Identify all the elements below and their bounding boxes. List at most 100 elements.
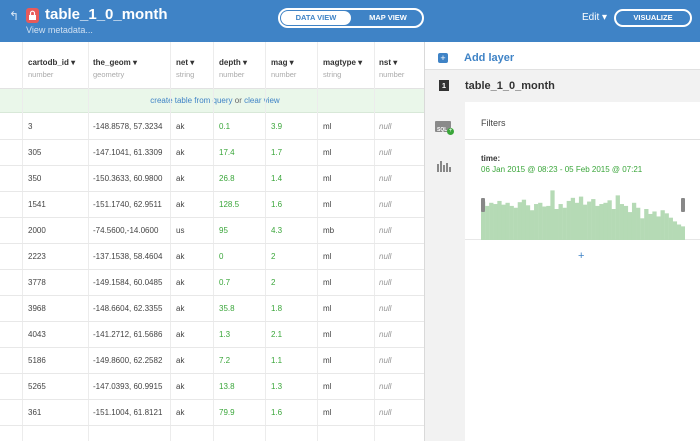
- table-cell-magtype[interactable]: ml: [323, 356, 332, 365]
- data-view-tab[interactable]: DATA VIEW: [281, 11, 351, 25]
- table-cell-net[interactable]: ak: [176, 330, 185, 339]
- table-cell-depth[interactable]: 0: [219, 252, 224, 261]
- create-table-link[interactable]: create table from query: [150, 96, 233, 105]
- table-cell-depth[interactable]: 1.3: [219, 330, 231, 339]
- layer-title[interactable]: table_1_0_month: [465, 80, 555, 92]
- table-cell-cartodb-id[interactable]: 2223: [28, 252, 46, 261]
- column-header-net[interactable]: net ▾: [176, 58, 195, 67]
- table-cell-nst[interactable]: null: [379, 226, 392, 235]
- table-cell-the-geom[interactable]: -151.1740, 62.9511: [93, 200, 162, 209]
- visualize-button[interactable]: VISUALIZE: [614, 9, 692, 27]
- table-row[interactable]: 2000 -74.5600,-14.0600 us 95 4.3 mb null: [0, 218, 430, 244]
- table-cell-nst[interactable]: null: [379, 356, 392, 365]
- table-cell-mag[interactable]: 2: [271, 252, 276, 261]
- table-cell-mag[interactable]: 1.4: [271, 174, 283, 183]
- edit-menu[interactable]: Edit ▾: [582, 12, 607, 23]
- table-cell-net[interactable]: ak: [176, 200, 185, 209]
- table-cell-cartodb-id[interactable]: 305: [28, 148, 42, 157]
- table-row[interactable]: 3968 -148.6604, 62.3355 ak 35.8 1.8 ml null: [0, 296, 430, 322]
- table-cell-mag[interactable]: 3.9: [271, 122, 283, 131]
- column-header-the-geom[interactable]: the_geom ▾: [93, 58, 138, 67]
- lock-icon[interactable]: [26, 8, 39, 23]
- table-cell-net[interactable]: ak: [176, 356, 185, 365]
- table-cell-cartodb-id[interactable]: 2000: [28, 226, 46, 235]
- table-cell-nst[interactable]: null: [379, 278, 392, 287]
- bar-chart-icon[interactable]: [437, 159, 451, 172]
- table-cell-mag[interactable]: 2: [271, 278, 276, 287]
- table-cell-mag[interactable]: 1.3: [271, 382, 283, 391]
- table-cell-nst[interactable]: null: [379, 382, 392, 391]
- table-cell-net[interactable]: ak: [176, 382, 185, 391]
- table-cell-net[interactable]: ak: [176, 304, 185, 313]
- table-cell-magtype[interactable]: mb: [323, 226, 335, 235]
- table-cell-mag[interactable]: 2.1: [271, 330, 283, 339]
- table-cell-mag[interactable]: 1.7: [271, 148, 283, 157]
- range-handle-left[interactable]: [481, 198, 485, 212]
- table-cell-depth[interactable]: 17.4: [219, 148, 235, 157]
- table-row[interactable]: 3778 -149.1584, 60.0485 ak 0.7 2 ml null: [0, 270, 430, 296]
- view-metadata-link[interactable]: View metadata...: [26, 25, 93, 35]
- table-cell-cartodb-id[interactable]: 1541: [28, 200, 46, 209]
- table-cell-nst[interactable]: null: [379, 148, 392, 157]
- table-cell-cartodb-id[interactable]: 361: [28, 408, 42, 417]
- table-cell-depth[interactable]: 128.5: [219, 200, 240, 209]
- add-filter-button[interactable]: +: [578, 250, 585, 262]
- map-view-tab[interactable]: MAP VIEW: [369, 13, 407, 22]
- table-cell-nst[interactable]: null: [379, 122, 392, 131]
- table-cell-nst[interactable]: null: [379, 330, 392, 339]
- sql-icon[interactable]: SQL: [435, 121, 451, 133]
- table-row[interactable]: 350 -150.3633, 60.9800 ak 26.8 1.4 ml null: [0, 166, 430, 192]
- column-header-mag[interactable]: mag ▾: [271, 58, 294, 67]
- table-cell-the-geom[interactable]: -149.1584, 60.0485: [93, 278, 163, 287]
- add-layer-row[interactable]: + Add layer: [425, 42, 700, 70]
- table-cell-magtype[interactable]: ml: [323, 200, 332, 209]
- time-histogram[interactable]: [481, 178, 685, 240]
- column-header-depth[interactable]: depth ▾: [219, 58, 248, 67]
- table-row[interactable]: 3 -148.8578, 57.3234 ak 0.1 3.9 ml null: [0, 114, 430, 140]
- table-cell-net[interactable]: ak: [176, 174, 185, 183]
- table-row[interactable]: 305 -147.1041, 61.3309 ak 17.4 1.7 ml null: [0, 140, 430, 166]
- table-cell-depth[interactable]: 95: [219, 226, 228, 235]
- table-cell-magtype[interactable]: ml: [323, 408, 332, 417]
- table-cell-net[interactable]: ak: [176, 278, 185, 287]
- table-cell-magtype[interactable]: ml: [323, 174, 332, 183]
- clear-view-link[interactable]: clear view: [244, 96, 280, 105]
- table-cell-mag[interactable]: 4.3: [271, 226, 283, 235]
- table-cell-mag[interactable]: 1.1: [271, 356, 283, 365]
- table-cell-nst[interactable]: null: [379, 252, 392, 261]
- table-cell-the-geom[interactable]: -74.5600,-14.0600: [93, 226, 159, 235]
- table-cell-depth[interactable]: 26.8: [219, 174, 235, 183]
- table-cell-cartodb-id[interactable]: 3: [28, 122, 33, 131]
- table-cell-net[interactable]: ak: [176, 122, 185, 131]
- table-cell-mag[interactable]: 1.6: [271, 200, 283, 209]
- back-arrow-icon[interactable]: ↰: [9, 9, 20, 23]
- table-cell-cartodb-id[interactable]: 3778: [28, 278, 46, 287]
- table-cell-magtype[interactable]: ml: [323, 304, 332, 313]
- table-cell-magtype[interactable]: ml: [323, 330, 332, 339]
- table-cell-cartodb-id[interactable]: 5186: [28, 356, 46, 365]
- table-cell-cartodb-id[interactable]: 4043: [28, 330, 46, 339]
- table-cell-the-geom[interactable]: -148.8578, 57.3234: [93, 122, 163, 131]
- table-cell-depth[interactable]: 35.8: [219, 304, 235, 313]
- table-row[interactable]: 1541 -151.1740, 62.9511 ak 128.5 1.6 ml null: [0, 192, 430, 218]
- table-cell-cartodb-id[interactable]: 350: [28, 174, 42, 183]
- table-cell-mag[interactable]: 1.6: [271, 408, 283, 417]
- table-row[interactable]: 361 -151.1004, 61.8121 ak 79.9 1.6 ml null: [0, 400, 430, 426]
- table-cell-net[interactable]: ak: [176, 148, 185, 157]
- table-row[interactable]: 4043 -141.2712, 61.5686 ak 1.3 2.1 ml null: [0, 322, 430, 348]
- table-cell-mag[interactable]: 1.8: [271, 304, 283, 313]
- table-cell-magtype[interactable]: ml: [323, 252, 332, 261]
- table-cell-nst[interactable]: null: [379, 304, 392, 313]
- table-cell-depth[interactable]: 7.2: [219, 356, 231, 365]
- table-row[interactable]: 5186 -149.8600, 62.2582 ak 7.2 1.1 ml null: [0, 348, 430, 374]
- table-cell-net[interactable]: ak: [176, 408, 185, 417]
- table-cell-nst[interactable]: null: [379, 174, 392, 183]
- add-layer-button[interactable]: Add layer: [464, 52, 515, 64]
- table-cell-the-geom[interactable]: -141.2712, 61.5686: [93, 330, 163, 339]
- table-cell-the-geom[interactable]: -147.0393, 60.9915: [93, 382, 163, 391]
- table-cell-the-geom[interactable]: -147.1041, 61.3309: [93, 148, 163, 157]
- table-cell-the-geom[interactable]: -137.1538, 58.4604: [93, 252, 163, 261]
- table-cell-cartodb-id[interactable]: 3968: [28, 304, 46, 313]
- column-header-nst[interactable]: nst ▾: [379, 58, 398, 67]
- table-cell-the-geom[interactable]: -148.6604, 62.3355: [93, 304, 163, 313]
